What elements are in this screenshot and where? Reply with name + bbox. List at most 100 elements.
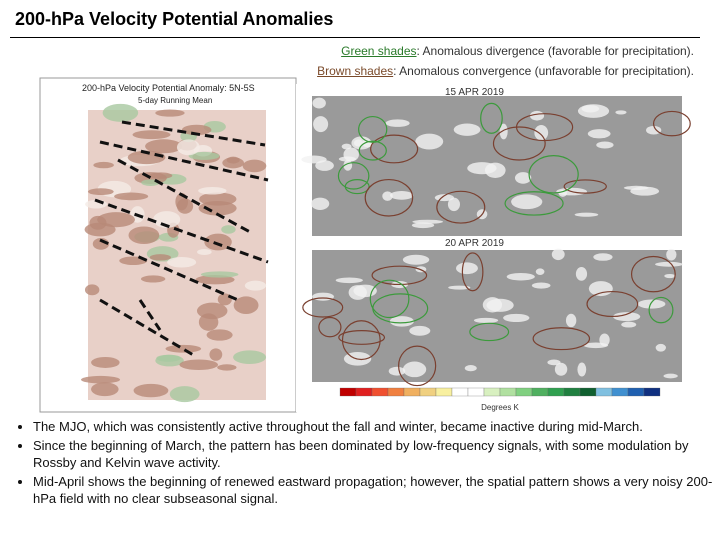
shade [140, 275, 166, 283]
propagation-lines [94, 120, 269, 358]
cloud [534, 125, 549, 141]
cloud [310, 197, 330, 210]
shade [181, 124, 212, 136]
colorbar-cell [595, 387, 613, 397]
shade [91, 357, 120, 368]
cloud [351, 136, 372, 150]
colorbar-cell [627, 387, 645, 397]
cloud [514, 172, 532, 184]
contour [436, 190, 486, 224]
contour [371, 265, 428, 286]
contour [563, 179, 607, 194]
contour [364, 178, 414, 217]
shade [176, 139, 200, 156]
colorbar-cell [547, 387, 565, 397]
cloud [575, 266, 588, 281]
figures: 200-hPa Velocity Potential Anomaly: 5N-5… [39, 77, 691, 413]
contour [372, 293, 429, 324]
cloud [453, 123, 481, 136]
shade [196, 302, 228, 320]
cloud [664, 273, 676, 279]
shade [93, 161, 114, 169]
shade [165, 344, 202, 353]
cloud [535, 268, 545, 275]
contour [302, 297, 344, 318]
colorbar-cell [579, 387, 597, 397]
map-date: 20 APR 2019 [445, 238, 504, 249]
colorbar-cell [339, 387, 357, 397]
cloud [412, 219, 444, 224]
colorbar-cell [467, 387, 485, 397]
cloud [646, 125, 662, 135]
contour [341, 320, 381, 361]
shade [128, 226, 160, 245]
colorbar-cell [531, 387, 549, 397]
shade [149, 254, 171, 261]
cloud [637, 299, 666, 309]
colorbar-cell [515, 387, 533, 397]
colorbar-unit: Degrees K [481, 403, 519, 412]
cloud [382, 191, 393, 201]
legend-text: : Anomalous convergence (unfavorable for… [393, 64, 694, 78]
cloud [588, 281, 613, 297]
colorbar-cell [355, 387, 373, 397]
shade [80, 375, 121, 384]
colorbar-cell [483, 387, 501, 397]
shade [221, 225, 236, 234]
contour [338, 330, 386, 345]
shade [167, 256, 197, 268]
shade [222, 157, 244, 169]
shade [153, 211, 181, 228]
bullet: Since the beginning of March, the patter… [33, 437, 720, 471]
shade [91, 382, 119, 397]
shade [206, 329, 233, 341]
cloud [547, 359, 561, 366]
cloud [531, 282, 551, 289]
shade [198, 186, 227, 195]
legend-label: Brown shades [317, 64, 394, 78]
cloud [338, 156, 356, 162]
shade [155, 109, 185, 117]
cloud [593, 253, 613, 261]
cloud [655, 343, 666, 352]
contour [469, 322, 510, 342]
shade [133, 383, 169, 398]
title-rule [10, 37, 700, 38]
contour [648, 296, 674, 324]
colorbar-cell [499, 387, 517, 397]
contour [586, 290, 639, 318]
colorbar-cell [563, 387, 581, 397]
cloud [506, 272, 535, 281]
cloud [402, 254, 430, 265]
cloud [315, 160, 334, 171]
cloud [447, 197, 461, 212]
cloud [464, 365, 477, 372]
legend-green: Green shades: Anomalous divergence (favo… [341, 44, 694, 58]
shade [197, 249, 212, 256]
contour [630, 255, 676, 293]
cloud [389, 316, 414, 327]
colorbar-cell [403, 387, 421, 397]
cloud [415, 133, 444, 150]
shade [209, 348, 223, 361]
cloud [565, 313, 577, 328]
colorbar-cell [435, 387, 453, 397]
cloud [335, 277, 363, 284]
cloud [666, 248, 677, 261]
cloud [596, 141, 614, 149]
cloud [503, 313, 530, 323]
cloud [409, 325, 431, 336]
contour [358, 115, 388, 143]
cloud [529, 110, 545, 121]
cloud [448, 285, 471, 290]
colorbar [339, 387, 661, 397]
colorbar-cell [451, 387, 469, 397]
contour [492, 126, 546, 161]
cloud [473, 317, 499, 323]
colorbar-cell [387, 387, 405, 397]
shade [145, 139, 183, 154]
cloud [467, 162, 497, 175]
hovmoller-title: 200-hPa Velocity Potential Anomaly: 5N-5… [82, 83, 255, 93]
legend-brown: Brown shades: Anomalous convergence (unf… [317, 64, 694, 78]
